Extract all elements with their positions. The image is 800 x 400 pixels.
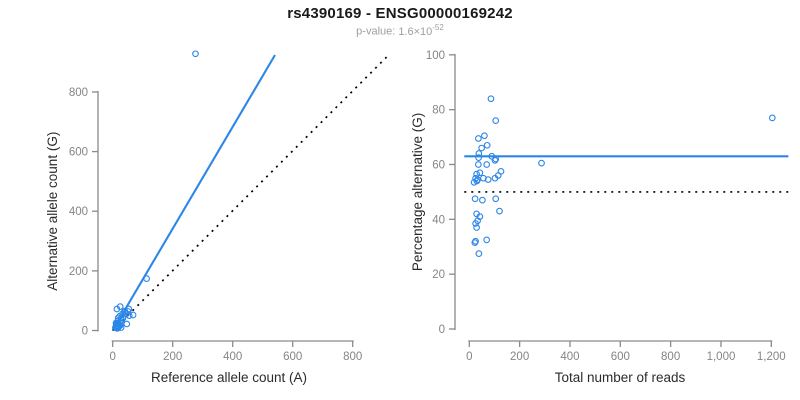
figure-subtitle: p-value: 1.6×10-52: [0, 23, 800, 38]
data-point: [471, 195, 479, 203]
data-point: [113, 325, 121, 332]
data-point: [472, 220, 479, 227]
x-tick-label: 1,000: [707, 351, 736, 363]
y-tick-label: 0: [439, 324, 445, 336]
data-point: [475, 250, 483, 257]
y-tick-label: 40: [432, 214, 445, 226]
x-tick-label: 800: [661, 351, 680, 363]
data-point: [492, 195, 500, 203]
x-tick-label: 1,200: [757, 351, 786, 363]
x-tick-label: 200: [163, 351, 182, 363]
y-axis-title: Alternative allele count (G): [45, 132, 60, 291]
x-tick-label: 0: [466, 351, 472, 363]
allele-count-scatter: 0 200 400 600 800 0 200 400 600 800 Reference alle…: [45, 50, 390, 385]
pvalue-exponent: -52: [432, 23, 444, 32]
y-tick-label: 60: [432, 159, 445, 171]
data-point: [483, 236, 491, 244]
y-tick-label: 0: [82, 326, 88, 338]
data-point: [496, 207, 503, 215]
data-point: [475, 154, 482, 161]
data-point: [479, 196, 486, 204]
pvalue-label: p-value:: [356, 25, 396, 38]
data-point: [491, 174, 499, 182]
data-point: [117, 324, 125, 331]
data-point: [475, 161, 482, 168]
data-point: [192, 50, 199, 58]
data-point: [473, 177, 481, 185]
data-point: [475, 150, 483, 157]
y-axis-title: Percentage alternative (G): [410, 113, 425, 271]
regression-line: [111, 54, 276, 332]
data-point: [484, 176, 492, 183]
y-tick-label: 80: [432, 105, 445, 117]
x-tick-label: 800: [343, 351, 362, 363]
data-point: [491, 157, 499, 164]
data-point: [116, 303, 124, 310]
y-tick-label: 800: [69, 87, 88, 99]
data-point: [475, 135, 482, 142]
data-point: [483, 141, 491, 149]
data-point: [143, 275, 150, 282]
y-tick-label: 100: [426, 50, 445, 62]
figure-title: rs4390169 - ENSG00000169242: [287, 5, 513, 22]
data-point: [473, 224, 480, 231]
x-tick-label: 400: [560, 351, 579, 363]
x-axis-title: Reference allele count (A): [151, 370, 307, 385]
data-point: [492, 117, 500, 124]
x-tick-label: 600: [283, 351, 302, 363]
x-tick-label: 0: [109, 351, 115, 363]
pvalue-mantissa: 1.6×10: [398, 25, 433, 38]
data-point: [476, 169, 484, 177]
x-tick-label: 600: [611, 351, 630, 363]
x-tick-label: 200: [510, 351, 529, 363]
y-tick-label: 400: [69, 206, 88, 218]
data-point: [481, 132, 488, 140]
data-point: [483, 161, 491, 168]
data-point: [538, 159, 545, 167]
y-tick-label: 600: [69, 147, 88, 159]
data-point: [129, 311, 137, 319]
y-tick-label: 20: [432, 269, 445, 281]
identity-line: [112, 54, 390, 332]
percentage-alternative-scatter: 0 20 40 60 80 100 0 200 400 600 800 1,000 1,200 Total…: [410, 50, 789, 385]
y-tick-label: 200: [69, 266, 88, 278]
data-point: [487, 95, 495, 103]
x-tick-label: 400: [223, 351, 242, 363]
data-point: [125, 312, 133, 319]
data-point: [768, 114, 776, 122]
data-point: [123, 320, 131, 328]
data-point: [478, 144, 485, 152]
data-point: [471, 239, 479, 246]
x-axis-title: Total number of reads: [555, 370, 686, 385]
